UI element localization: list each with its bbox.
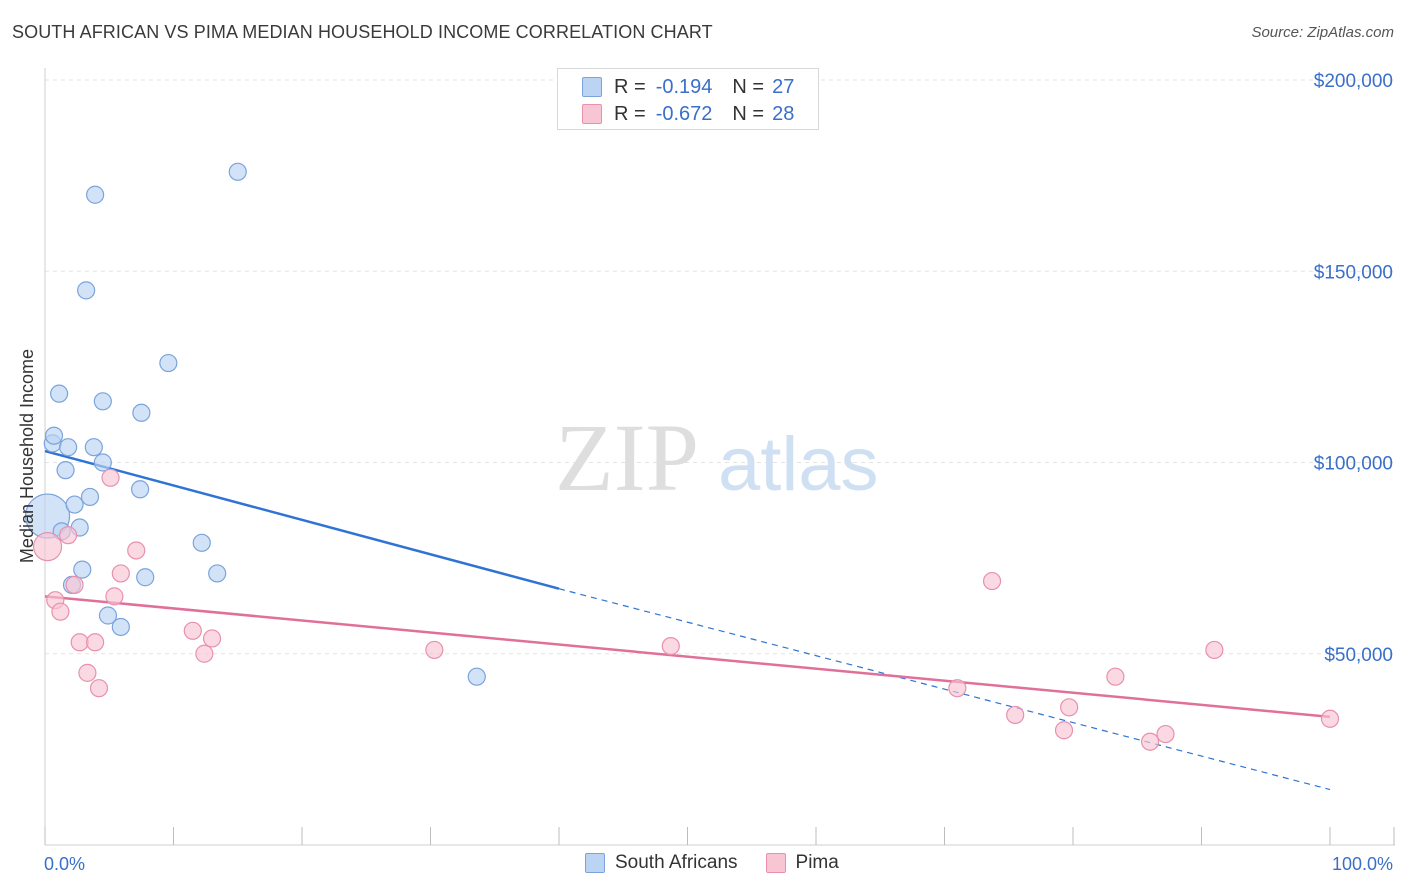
- legend-item-pima: Pima: [765, 852, 839, 874]
- pima-point: [195, 644, 214, 663]
- south-africans-point: [159, 353, 178, 373]
- legend-label: Pima: [795, 852, 839, 873]
- pima-point: [425, 640, 444, 660]
- pima-point: [183, 621, 202, 640]
- r-label: R =: [614, 75, 646, 98]
- pima-point: [65, 575, 84, 595]
- pima-point: [661, 636, 680, 656]
- axes: [44, 68, 1395, 846]
- data-points: [24, 162, 1340, 751]
- pima-point: [1060, 698, 1079, 717]
- y-tick-label: $150,000: [1314, 262, 1393, 283]
- pima-point: [111, 564, 130, 583]
- watermark: ZIP atlas: [555, 404, 879, 511]
- south-africans-point: [93, 392, 112, 411]
- south-africans-point: [77, 281, 96, 300]
- legend-item-south-africans: South Africans: [585, 852, 738, 874]
- pima-point: [1320, 709, 1340, 728]
- watermark-zip: ZIP: [555, 404, 699, 511]
- pima-point: [78, 663, 97, 682]
- pima-point: [1054, 721, 1074, 740]
- watermark-atlas: atlas: [718, 422, 879, 507]
- south-africans-point: [136, 568, 155, 587]
- south-africans-point: [208, 564, 227, 583]
- y-tick-label: $200,000: [1314, 71, 1393, 92]
- south-africans-point: [111, 617, 130, 637]
- source-label: Source: ZipAtlas.com: [1251, 24, 1394, 41]
- pima-point: [1156, 724, 1175, 744]
- pima-point: [1205, 640, 1224, 660]
- south-africans-point: [73, 560, 92, 579]
- y-tick-label: $50,000: [1324, 645, 1393, 666]
- south-africans-point: [59, 438, 78, 457]
- pima-point: [59, 526, 78, 545]
- south-africans-point: [98, 606, 118, 625]
- tick-labels: $50,000 $100,000 $150,000 $200,000 0.0% 100.0…: [44, 71, 1393, 874]
- south-africans-point: [467, 667, 486, 686]
- pima-point: [105, 587, 124, 606]
- legend-row-south-africans: R = -0.194 N = 27: [582, 75, 794, 99]
- pima-point: [982, 571, 1002, 591]
- south-africans-point: [132, 403, 151, 422]
- pima-point: [1006, 705, 1025, 725]
- pink-swatch: [765, 853, 786, 873]
- south-africans-trend-extension: [558, 588, 1331, 791]
- pima-point: [1140, 732, 1160, 751]
- south-africans-point: [130, 480, 150, 499]
- pink-swatch: [582, 104, 602, 124]
- chart-title: SOUTH AFRICAN VS PIMA MEDIAN HOUSEHOLD I…: [12, 22, 713, 42]
- y-tick-label: $100,000: [1314, 454, 1393, 475]
- legend-row-pima: R = -0.672 N = 28: [582, 102, 794, 126]
- south-africans-point: [228, 162, 247, 181]
- pima-trend-line: [44, 595, 1331, 719]
- pima-point: [202, 629, 222, 648]
- pima-point: [86, 633, 105, 652]
- n-value: 27: [772, 75, 795, 98]
- pima-point: [1106, 667, 1125, 686]
- pima-point: [32, 532, 63, 562]
- south-africans-point: [80, 487, 100, 507]
- pima-point: [948, 679, 967, 698]
- pima-point: [127, 541, 146, 560]
- south-africans-point: [65, 495, 84, 514]
- pima-point: [89, 679, 109, 698]
- south-africans-point: [44, 426, 64, 445]
- r-label: R =: [614, 102, 646, 125]
- n-label: N =: [732, 102, 765, 125]
- blue-swatch: [585, 853, 605, 873]
- correlation-legend: R = -0.194 N = 27 R = -0.672 N = 28: [557, 68, 819, 130]
- pima-point: [51, 602, 70, 621]
- n-label: N =: [732, 75, 765, 98]
- south-africans-point: [50, 384, 69, 403]
- r-value: -0.194: [655, 75, 713, 98]
- legend-label: South Africans: [615, 852, 738, 873]
- x-tick-label: 100.0%: [1332, 854, 1393, 874]
- r-value: -0.672: [655, 102, 713, 125]
- x-tick-label: 0.0%: [44, 854, 85, 874]
- grid-lines: [45, 79, 1395, 655]
- south-africans-point: [192, 533, 211, 552]
- south-africans-point: [86, 185, 105, 204]
- pima-point: [70, 633, 89, 652]
- series-legend: South Africans Pima: [585, 852, 867, 874]
- blue-swatch: [582, 77, 602, 97]
- south-africans-point: [84, 438, 103, 457]
- south-africans-point: [56, 461, 75, 480]
- trend-lines: [44, 449, 1331, 791]
- pima-point: [101, 468, 120, 487]
- south-africans-trend-line: [44, 449, 560, 590]
- n-value: 28: [772, 102, 795, 125]
- south-africans-point: [93, 453, 112, 472]
- y-axis-label: Median Household Income: [17, 349, 37, 563]
